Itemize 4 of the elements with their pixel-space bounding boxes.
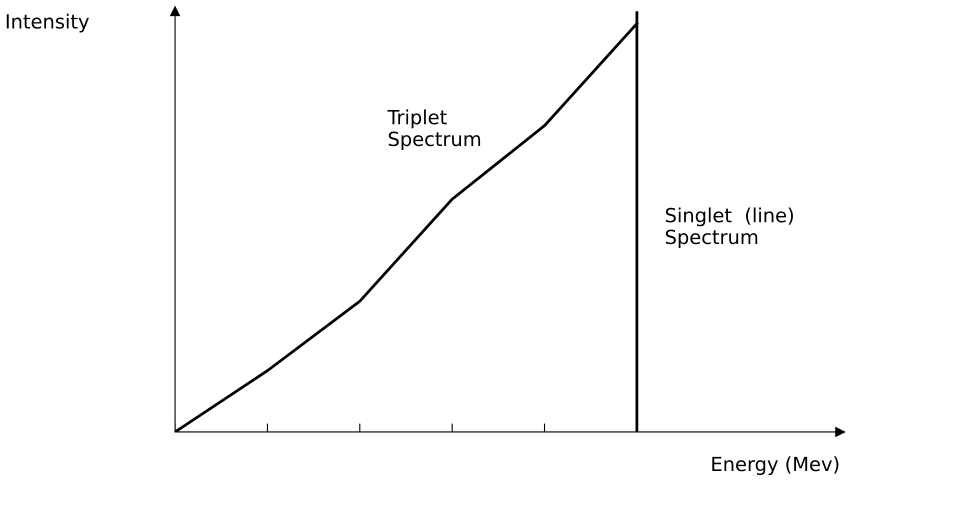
x-axis-title: Energy (Mev) [712,456,838,476]
annotation: Triplet Spectrum [387,109,480,150]
annotation: Singlet (line) Spectrum [666,207,793,248]
y-axis-title: Intensity [6,14,89,32]
